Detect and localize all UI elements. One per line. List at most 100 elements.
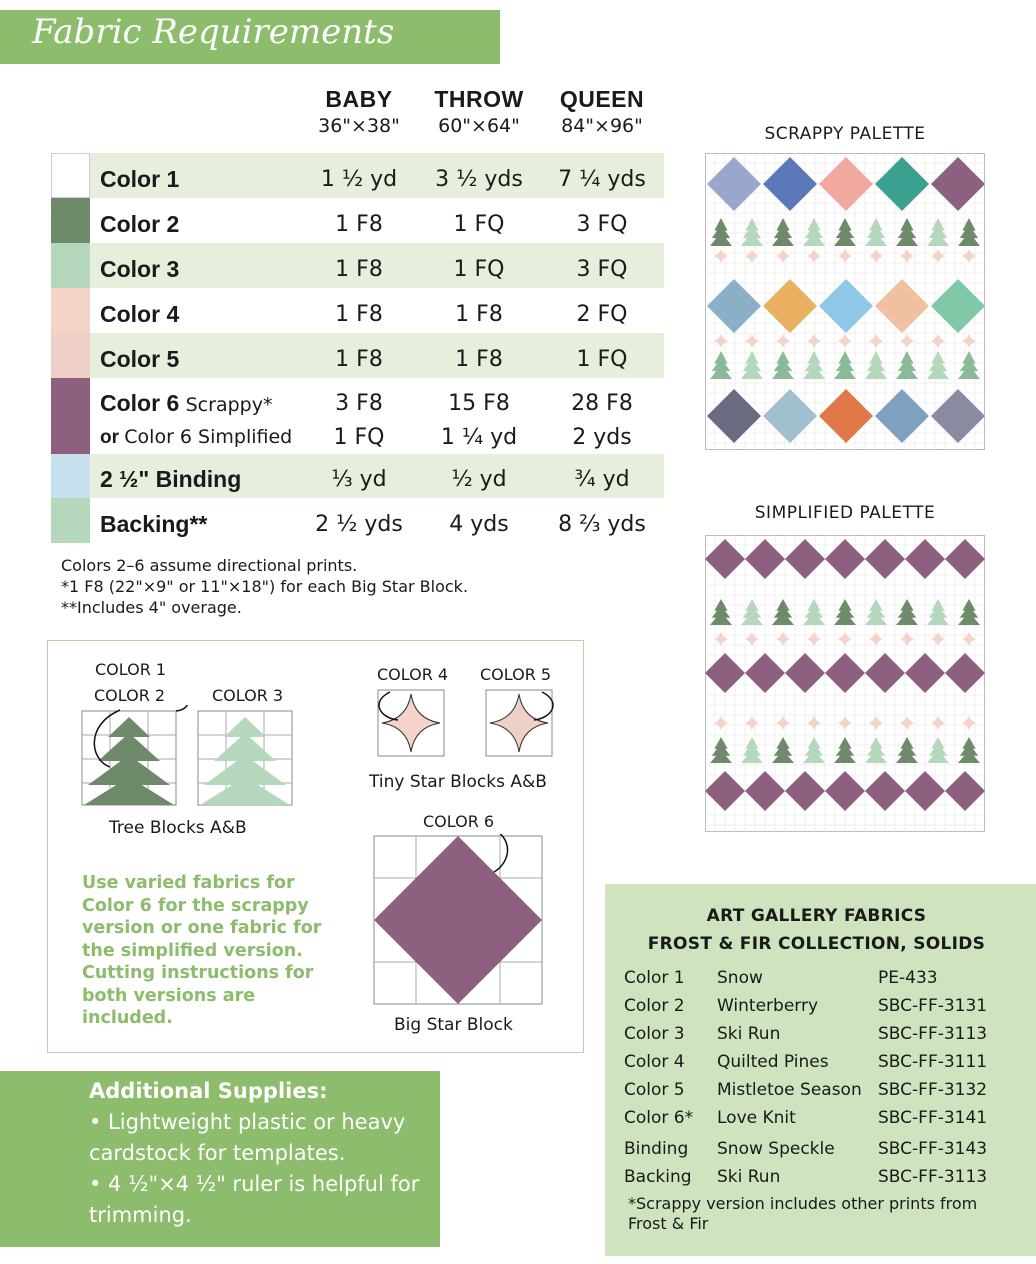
fabric-name: Winterberry: [717, 996, 819, 1016]
row-label: 2 ½" Binding: [100, 466, 242, 492]
fabric-role: Color 3: [624, 1024, 685, 1044]
header-banner: [0, 10, 500, 64]
fabrics-heading-2: FROST & FIR COLLECTION, SOLIDS: [647, 934, 986, 954]
cell-queen: 3 FQ: [576, 257, 628, 282]
cell-baby: 1 F8: [335, 347, 383, 372]
callout-color-4: COLOR 4: [377, 665, 449, 684]
callout-color-1: COLOR 1: [95, 660, 167, 679]
size-dims: 36"×38": [318, 115, 400, 137]
size-name: THROW: [434, 86, 524, 112]
cell-throw: 1 FQ: [453, 257, 505, 282]
fabric-name: Ski Run: [717, 1167, 781, 1187]
size-name: QUEEN: [559, 86, 645, 112]
cell-queen: ¾ yd: [574, 467, 630, 492]
cell-baby: 1 F8: [335, 302, 383, 327]
supplies-heading: Additional Supplies:: [89, 1079, 328, 1103]
tiny-star-caption: Tiny Star Blocks A&B: [369, 772, 547, 792]
fabric-name: Mistletoe Season: [717, 1080, 862, 1100]
size-dims: 84"×96": [561, 115, 643, 137]
callout-color-3: COLOR 3: [212, 686, 284, 705]
swatch-color-5: [51, 333, 90, 378]
cell-baby: 1 F8: [335, 257, 383, 282]
tiny-star-diagram: [377, 689, 554, 757]
fabric-code: SBC-FF-3113: [878, 1167, 988, 1187]
simplified-palette-image: [705, 535, 985, 832]
cell-throw-alt: 1 ¼ yd: [440, 425, 518, 450]
big-star-points: [374, 836, 542, 1004]
swatch-color-6: [51, 378, 90, 454]
row-label-alt-prefix: or: [100, 427, 119, 448]
fabric-code: SBC-FF-3132: [878, 1080, 988, 1100]
cell-queen-alt: 2 yds: [572, 425, 632, 450]
row-label: Color 3: [100, 256, 180, 282]
row-label: Color 5: [100, 346, 180, 372]
swatch-backing: [51, 498, 90, 543]
callout-color-2: COLOR 2: [94, 686, 166, 705]
supply-item: • Lightweight plastic or heavy cardstock…: [89, 1110, 406, 1165]
row-label-main: Color 6: [100, 390, 180, 416]
cell-baby: 1 ½ yd: [320, 167, 398, 192]
fabric-code: SBC-FF-3141: [878, 1108, 988, 1128]
arrow-icon: [533, 691, 554, 721]
fabrics-panel: [605, 884, 1036, 1256]
row-label: Backing**: [100, 511, 208, 537]
row-label-alt: or Color 6 Simplified: [100, 426, 292, 449]
arrow-icon: [378, 691, 399, 721]
scrappy-palette-image: [705, 153, 985, 450]
fabric-role: Color 1: [624, 968, 685, 988]
cell-queen: 8 ⅔ yds: [558, 512, 646, 537]
fabric-role: Color 4: [624, 1052, 685, 1072]
callout-color-6: COLOR 6: [423, 812, 495, 831]
size-dims: 60"×64": [438, 115, 520, 137]
cell-throw: ½ yd: [451, 467, 507, 492]
footnote-2: *1 F8 (22"×9" or 11"×18") for each Big S…: [61, 577, 469, 596]
cell-queen: 3 FQ: [576, 212, 628, 237]
tiny-star-block-a: [377, 689, 445, 757]
row-label-suffix: Scrappy*: [185, 394, 273, 416]
fabric-name: Ski Run: [717, 1024, 781, 1044]
fabric-name: Snow: [717, 968, 763, 988]
swatch-color-3: [51, 243, 90, 288]
row-label: Color 6 Scrappy*: [100, 390, 272, 417]
supply-item: • 4 ½"×4 ½" ruler is helpful for trimmin…: [89, 1172, 420, 1227]
cell-throw: 15 F8: [448, 391, 510, 416]
big-star-diagram: [373, 834, 543, 1005]
callout-color-5: COLOR 5: [480, 665, 552, 684]
row-label: Color 4: [100, 301, 180, 327]
arrow-icon: [175, 705, 189, 712]
fabric-code: SBC-FF-3131: [878, 996, 988, 1016]
swatch-color-4: [51, 288, 90, 333]
footnote-3: **Includes 4" overage.: [61, 598, 242, 617]
size-header-queen: QUEEN 84"×96": [537, 86, 667, 137]
tree-block-b: [197, 710, 293, 806]
color-6-note: Use varied fabrics for Color 6 for the s…: [82, 873, 322, 1028]
size-header-baby: BABY 36"×38": [294, 86, 424, 137]
cell-baby: 1 F8: [335, 212, 383, 237]
fabric-code: SBC-FF-3111: [878, 1052, 988, 1072]
row-label-alt-name: Color 6 Simplified: [124, 426, 293, 448]
tree-blocks-diagram: [81, 705, 293, 806]
block-diagrams-panel: [47, 640, 584, 1053]
fabric-role: Color 6*: [624, 1108, 694, 1128]
cell-queen: 1 FQ: [576, 347, 628, 372]
cell-baby: ⅓ yd: [331, 467, 387, 492]
cell-throw: 1 F8: [455, 302, 503, 327]
cell-throw: 4 yds: [449, 512, 509, 537]
fabric-role: Color 2: [624, 996, 685, 1016]
swatch-binding: [51, 454, 90, 498]
size-name: BABY: [325, 86, 393, 112]
footnote-1: Colors 2–6 assume directional prints.: [61, 556, 358, 575]
simplified-palette-title: SIMPLIFIED PALETTE: [754, 503, 936, 523]
size-header-throw: THROW 60"×64": [414, 86, 544, 137]
row-bg: [51, 454, 664, 498]
row-bg: [51, 333, 664, 378]
cell-throw: 1 F8: [455, 347, 503, 372]
cell-baby-alt: 1 FQ: [333, 425, 385, 450]
fabric-code: PE-433: [878, 968, 938, 988]
additional-supplies-panel: Additional Supplies: • Lightweight plast…: [0, 1071, 440, 1247]
fabric-code: SBC-FF-3113: [878, 1024, 988, 1044]
arrow-icon: [93, 709, 121, 768]
tree-block-a: [81, 710, 177, 806]
row-label: Color 2: [100, 211, 180, 237]
fabric-name: Quilted Pines: [717, 1052, 829, 1072]
